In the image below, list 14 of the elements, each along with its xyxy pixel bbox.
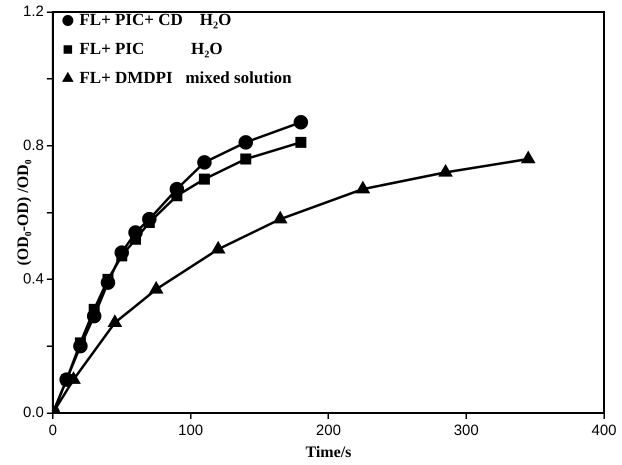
legend-label: FL+ PIC H₂O [79,38,223,58]
x-tick-label: 0 [48,422,58,440]
legend-label: FL+ PIC+ CD H₂O [79,10,232,29]
y-tick-label: 0.4 [22,270,44,288]
x-tick-label: 400 [591,422,617,440]
y-tick-label: 1.2 [22,3,44,20]
x-tick-label: 200 [316,422,341,440]
y-axis-title: (OD₀-OD) /OD₀ [15,159,32,266]
legend-label: FL+ DMDPI mixed solution [79,68,292,87]
x-axis-title: Time/s [305,444,352,461]
x-tick-label: 300 [454,422,479,440]
x-tick-label: 100 [178,422,204,440]
y-tick-label: 0.0 [22,404,44,422]
y-tick-label: 0.8 [22,136,44,154]
